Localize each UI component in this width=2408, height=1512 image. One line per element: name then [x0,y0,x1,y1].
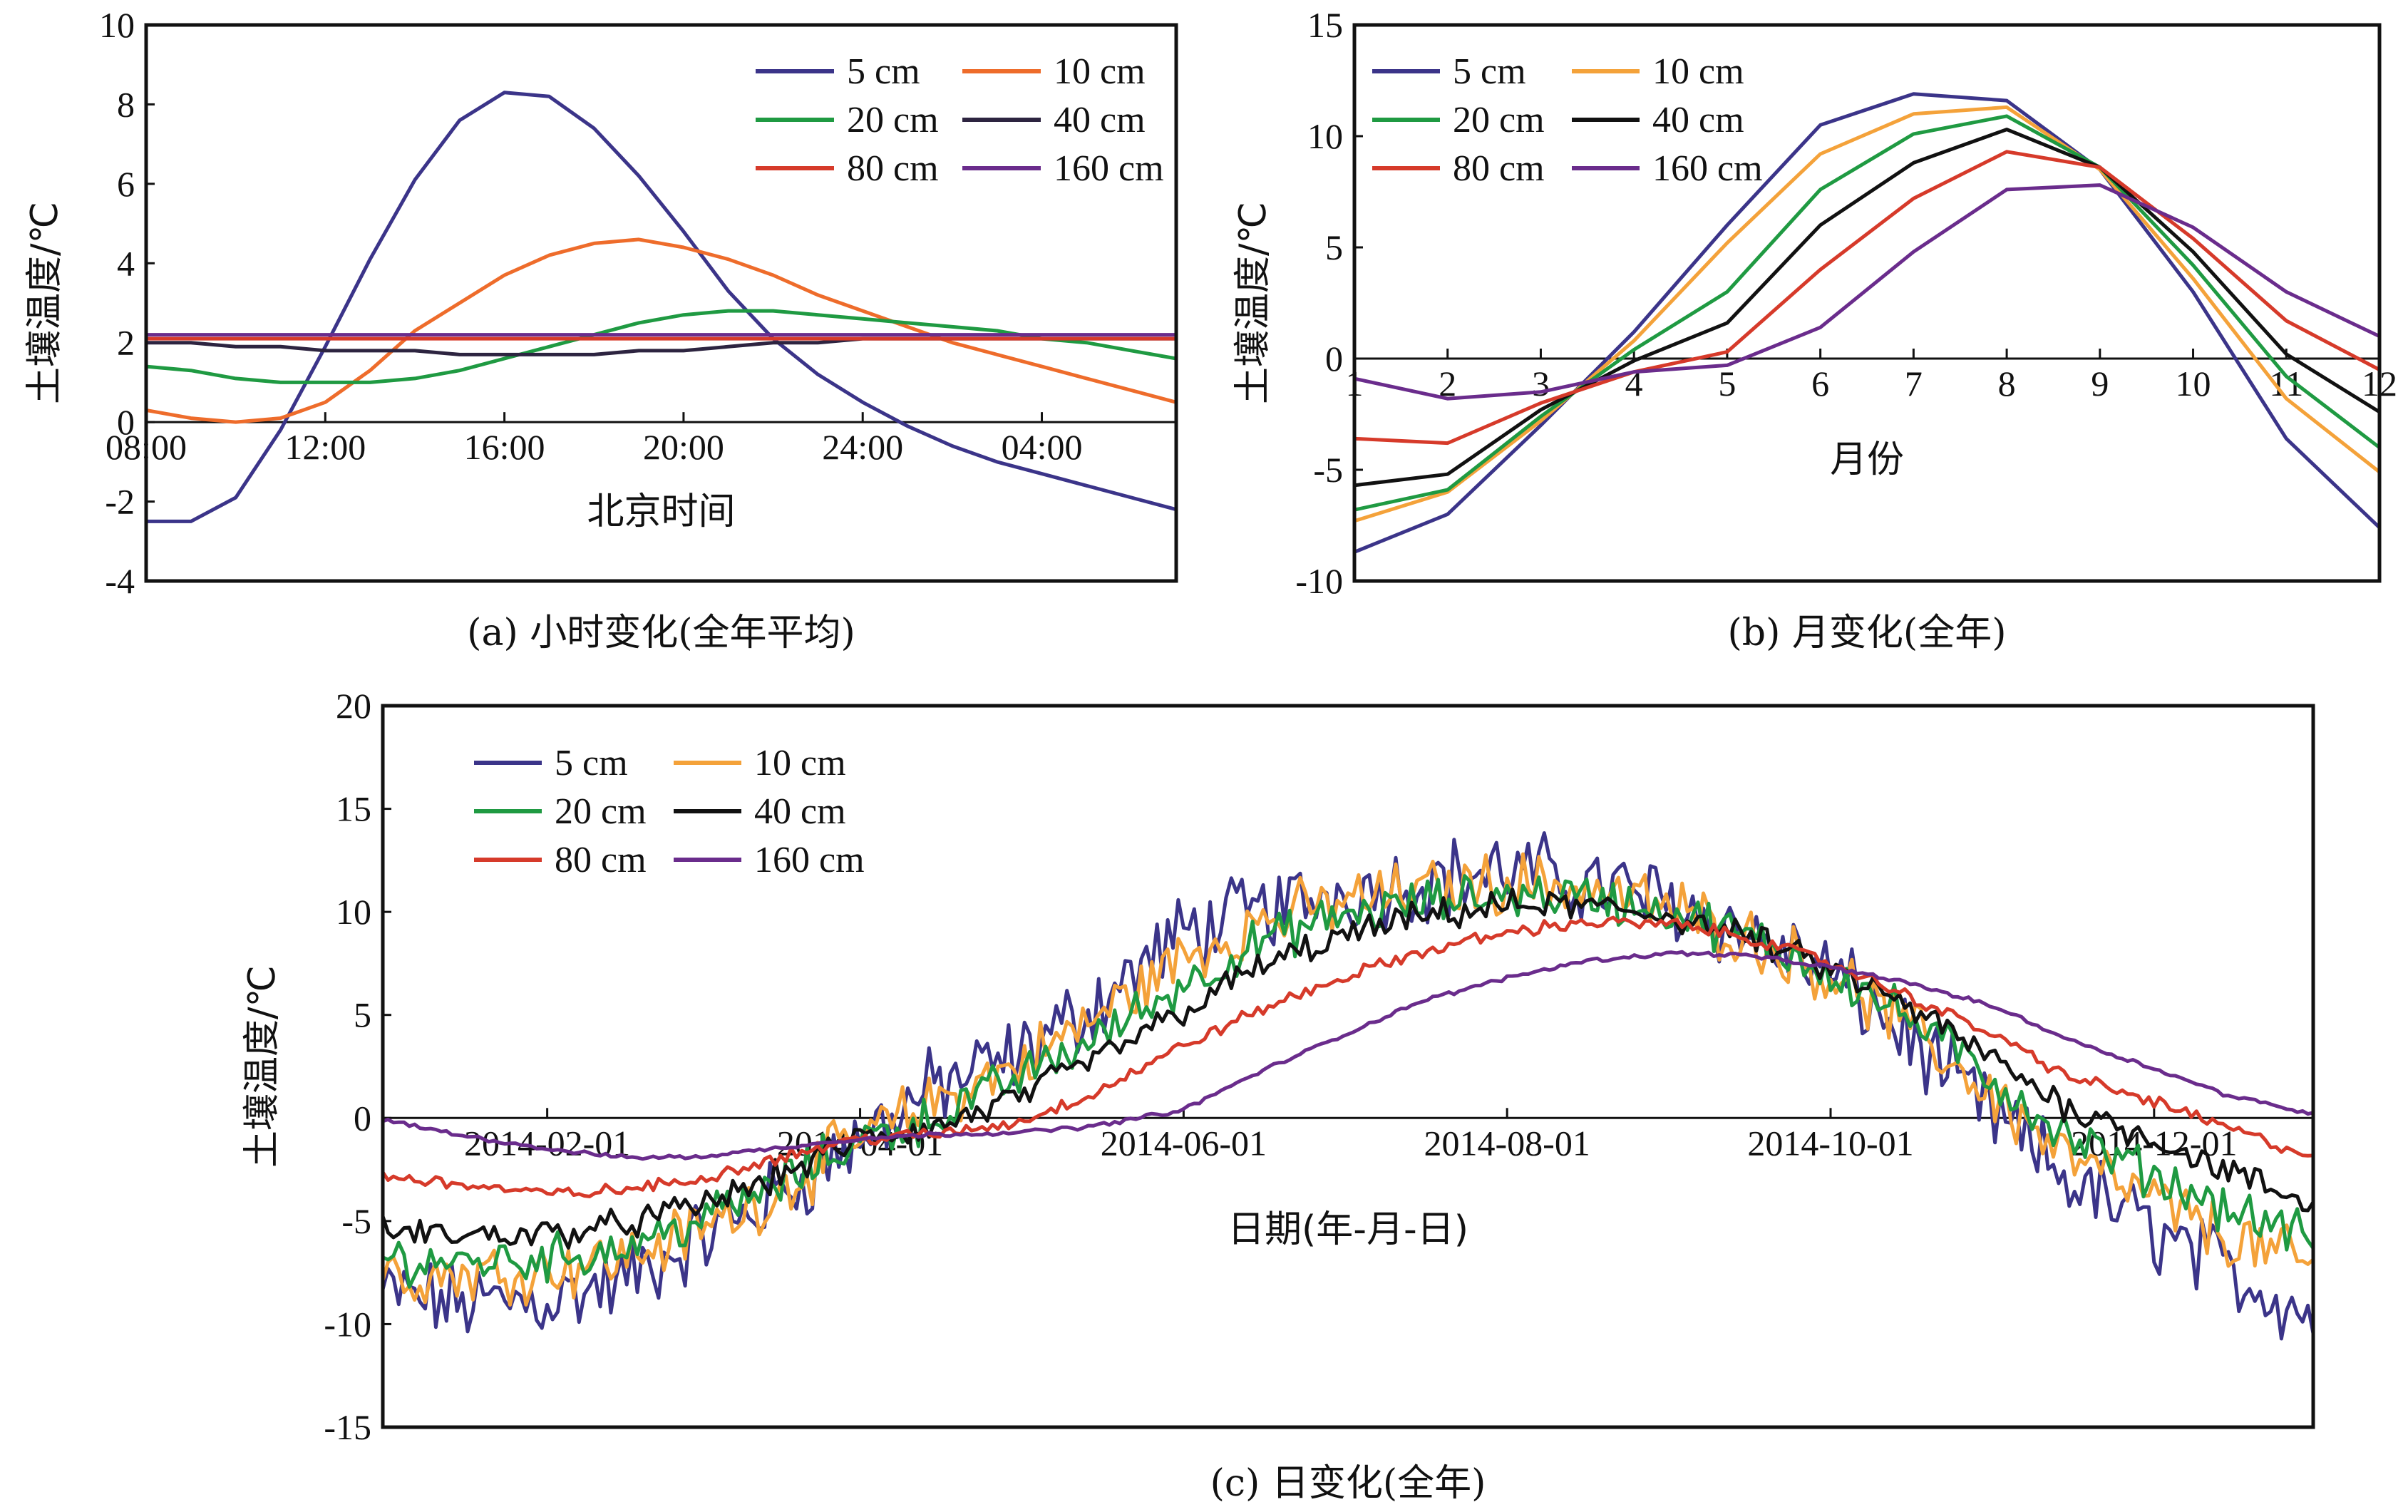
legend-label: 10 cm [1054,51,1146,92]
y-tick-label: 4 [117,243,135,283]
y-tick-label: -10 [324,1304,371,1344]
series-line-20cm [1352,114,2382,512]
y-tick-label: 5 [1325,227,1343,267]
series-line-20cm [144,309,1178,384]
x-tick-label: 5 [1718,364,1736,403]
series-line-5cm [381,831,2315,1341]
y-tick-label: 0 [117,402,135,442]
series-line-5cm [144,91,1178,523]
plot-frame [381,704,2315,1429]
legend-label: 80 cm [847,148,939,189]
legend-label: 5 cm [555,743,628,783]
plot-frame [1352,23,2382,583]
y-tick-label: 15 [1307,5,1343,45]
panel-a-hourly: 08:00 12:00 16:00 20:00 24:00 04:00-4-2024681… [24,5,1178,654]
y-tick-label: -15 [324,1407,371,1447]
y-tick-label: 10 [336,892,371,932]
y-tick-label: 20 [336,686,371,726]
x-tick-label: 2014-10-01 [1747,1123,1913,1163]
y-tick-label: 8 [117,84,135,124]
y-tick-label: 10 [99,5,135,45]
series-line-10cm [1352,105,2382,523]
panel-caption: (a) 小时变化(全年平均) [467,612,855,654]
x-tick-label: 12:00 [284,427,366,467]
x-axis-label: 日期(年-月-日) [1228,1208,1468,1251]
series-line-20cm [381,874,2315,1289]
x-tick-label: 24:00 [822,427,903,467]
y-tick-label: -10 [1295,561,1343,601]
x-axis-label: 北京时间 [587,490,735,533]
legend-label: 20 cm [555,791,647,832]
x-tick-label: 2014-08-01 [1424,1123,1590,1163]
panel-c-daily: 2014-02-01 2014-04-01 2014-06-01 2014-08-01… [241,686,2315,1505]
plot-frame [144,23,1178,583]
legend-label: 10 cm [1652,51,1744,92]
y-axis-label: 土壤温度/℃ [24,202,66,404]
x-tick-label: 3 [1532,364,1550,403]
legend-label: 40 cm [1652,100,1744,140]
legend-label: 20 cm [847,100,939,140]
x-tick-label: 10 [2176,364,2211,403]
legend-label: 160 cm [1054,148,1164,189]
x-tick-label: 04:00 [1002,427,1083,467]
y-tick-label: 5 [354,995,371,1035]
series-line-10cm [381,852,2315,1307]
legend-label: 5 cm [847,51,920,92]
legend-label: 40 cm [1054,100,1146,140]
x-tick-label: 8 [1998,364,2016,403]
series-line-80cm [381,915,2315,1198]
y-tick-label: -2 [105,482,135,522]
y-tick-label: 15 [336,789,371,829]
y-tick-label: 6 [117,164,135,204]
legend-label: 160 cm [754,840,865,880]
x-tick-label: 20:00 [643,427,724,467]
y-tick-label: -5 [1313,450,1343,490]
y-tick-label: -5 [341,1201,371,1241]
y-tick-label: 0 [1325,339,1343,379]
series-line-80cm [1352,150,2382,446]
legend-label: 20 cm [1453,100,1545,140]
legend-label: 160 cm [1652,148,1763,189]
panel-caption: (b) 月变化(全年) [1728,612,2007,654]
panel-caption: (c) 日变化(全年) [1210,1462,1486,1505]
x-tick-label: 16:00 [464,427,545,467]
legend-label: 5 cm [1453,51,1526,92]
x-tick-label: 7 [1905,364,1923,403]
series-line-160cm [1352,183,2382,401]
series-line-40cm [1352,128,2382,488]
series-line-10cm [144,237,1178,424]
legend-label: 40 cm [754,791,846,832]
series-line-160cm [381,950,2315,1161]
legend-label: 80 cm [555,840,647,880]
x-tick-label: 2014-06-01 [1101,1123,1267,1163]
series-line-5cm [1352,92,2382,554]
legend-label: 80 cm [1453,148,1545,189]
y-tick-label: 10 [1307,116,1343,156]
y-tick-label: 0 [354,1098,371,1138]
y-axis-label: 土壤温度/℃ [1232,202,1275,404]
y-tick-label: 2 [117,323,135,363]
legend-label: 10 cm [754,743,846,783]
x-tick-label: 9 [2091,364,2109,403]
y-tick-label: -4 [105,561,135,601]
x-axis-label: 月份 [1830,438,1904,481]
x-tick-label: 6 [1811,364,1829,403]
series-line-40cm [381,888,2315,1250]
y-axis-label: 土壤温度/℃ [241,965,284,1168]
